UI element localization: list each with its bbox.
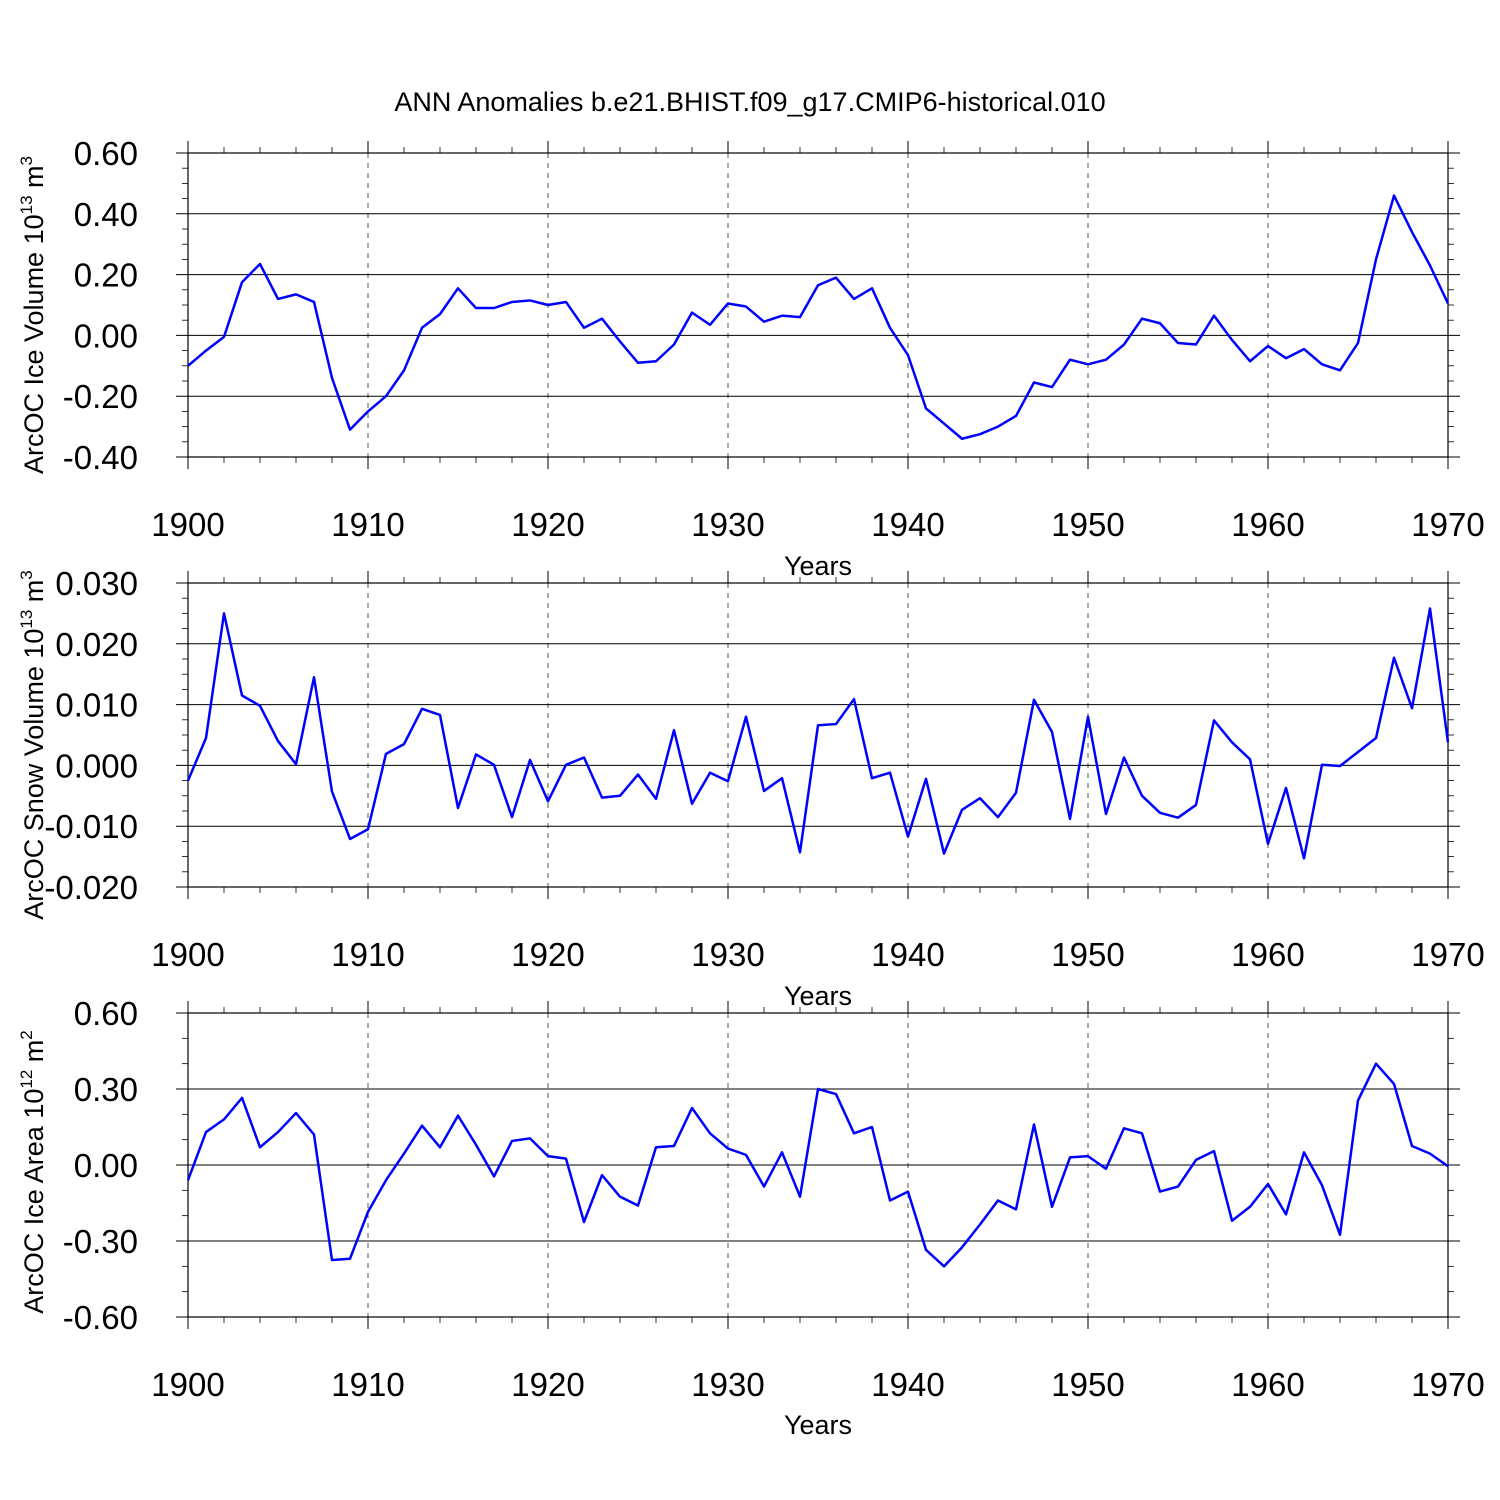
y-tick-label: -0.020 bbox=[44, 869, 138, 906]
x-tick-label-1930: 1930 bbox=[691, 1366, 764, 1403]
x-tick-label-1970: 1970 bbox=[1411, 1366, 1484, 1403]
ice-volume-series-line bbox=[187, 194, 1450, 441]
y-tick-label: 0.30 bbox=[74, 1071, 138, 1108]
y-tick-label: -0.20 bbox=[63, 378, 138, 415]
x-tick-label-1930: 1930 bbox=[691, 506, 764, 543]
y-axis-label: ArcOC Ice Volume 1013 m3 bbox=[17, 156, 49, 474]
plot-frame bbox=[187, 152, 1449, 458]
x-tick-label-1900: 1900 bbox=[151, 506, 224, 543]
x-tick-label-1960: 1960 bbox=[1231, 936, 1304, 973]
x-tick-label-1910: 1910 bbox=[331, 1366, 404, 1403]
x-tick-label-1900: 1900 bbox=[151, 936, 224, 973]
x-tick-label-1920: 1920 bbox=[511, 1366, 584, 1403]
plot-frame bbox=[187, 582, 1449, 888]
ice-area-series-line bbox=[186, 1062, 1449, 1268]
y-tick-label: 0.40 bbox=[74, 196, 138, 233]
snow-volume-series-line bbox=[186, 607, 1450, 860]
y-tick-label: 0.000 bbox=[55, 747, 138, 784]
x-tick-label-1940: 1940 bbox=[871, 506, 944, 543]
x-tick-label-1940: 1940 bbox=[871, 1366, 944, 1403]
y-tick-label: 0.60 bbox=[74, 995, 138, 1032]
y-tick-label: 0.20 bbox=[74, 257, 138, 294]
x-tick-label-1960: 1960 bbox=[1231, 506, 1304, 543]
x-tick-label-1950: 1950 bbox=[1051, 1366, 1124, 1403]
y-tick-label: -0.40 bbox=[63, 439, 138, 476]
y-tick-label: 0.00 bbox=[74, 317, 138, 354]
panel-ice-volume: 1900 1910 1920 1930 1940 1950 1960 1970 -0.40 -0.… bbox=[17, 135, 1485, 581]
x-tick-label-1920: 1920 bbox=[511, 506, 584, 543]
x-axis-label: Years bbox=[784, 981, 852, 1011]
y-axis-label: ArcOC Snow Volume 1013 m3 bbox=[17, 570, 49, 920]
x-tick-label-1900: 1900 bbox=[151, 1366, 224, 1403]
y-tick-label: 0.030 bbox=[55, 565, 138, 602]
x-axis-label: Years bbox=[784, 551, 852, 581]
y-tick-label: -0.30 bbox=[63, 1223, 138, 1260]
x-axis-label: Years bbox=[784, 1410, 852, 1440]
y-tick-label: -0.010 bbox=[44, 808, 138, 845]
x-tick-label-1910: 1910 bbox=[331, 506, 404, 543]
x-tick-label-1970: 1970 bbox=[1411, 936, 1484, 973]
x-tick-label-1940: 1940 bbox=[871, 936, 944, 973]
panel-ice-area: 1900 1910 1920 1930 1940 1950 1960 1970 -0.60 -0.… bbox=[17, 995, 1485, 1440]
x-tick-label-1960: 1960 bbox=[1231, 1366, 1304, 1403]
x-tick-label-1930: 1930 bbox=[691, 936, 764, 973]
y-tick-label: -0.60 bbox=[63, 1299, 138, 1336]
y-tick-label: 0.020 bbox=[55, 626, 138, 663]
y-tick-label: 0.00 bbox=[74, 1147, 138, 1184]
x-tick-label-1970: 1970 bbox=[1411, 506, 1484, 543]
y-tick-label: 0.010 bbox=[55, 687, 138, 724]
x-tick-label-1950: 1950 bbox=[1051, 936, 1124, 973]
x-tick-label-1910: 1910 bbox=[331, 936, 404, 973]
figure-title: ANN Anomalies b.e21.BHIST.f09_g17.CMIP6-… bbox=[394, 87, 1105, 117]
x-tick-label-1920: 1920 bbox=[511, 936, 584, 973]
y-tick-label: 0.60 bbox=[74, 135, 138, 172]
x-tick-label-1950: 1950 bbox=[1051, 506, 1124, 543]
y-axis-label: ArcOC Ice Area 1012 m2 bbox=[17, 1030, 49, 1314]
panel-snow-volume: 1900 1910 1920 1930 1940 1950 1960 1970 -0.020 -0… bbox=[17, 565, 1485, 1011]
